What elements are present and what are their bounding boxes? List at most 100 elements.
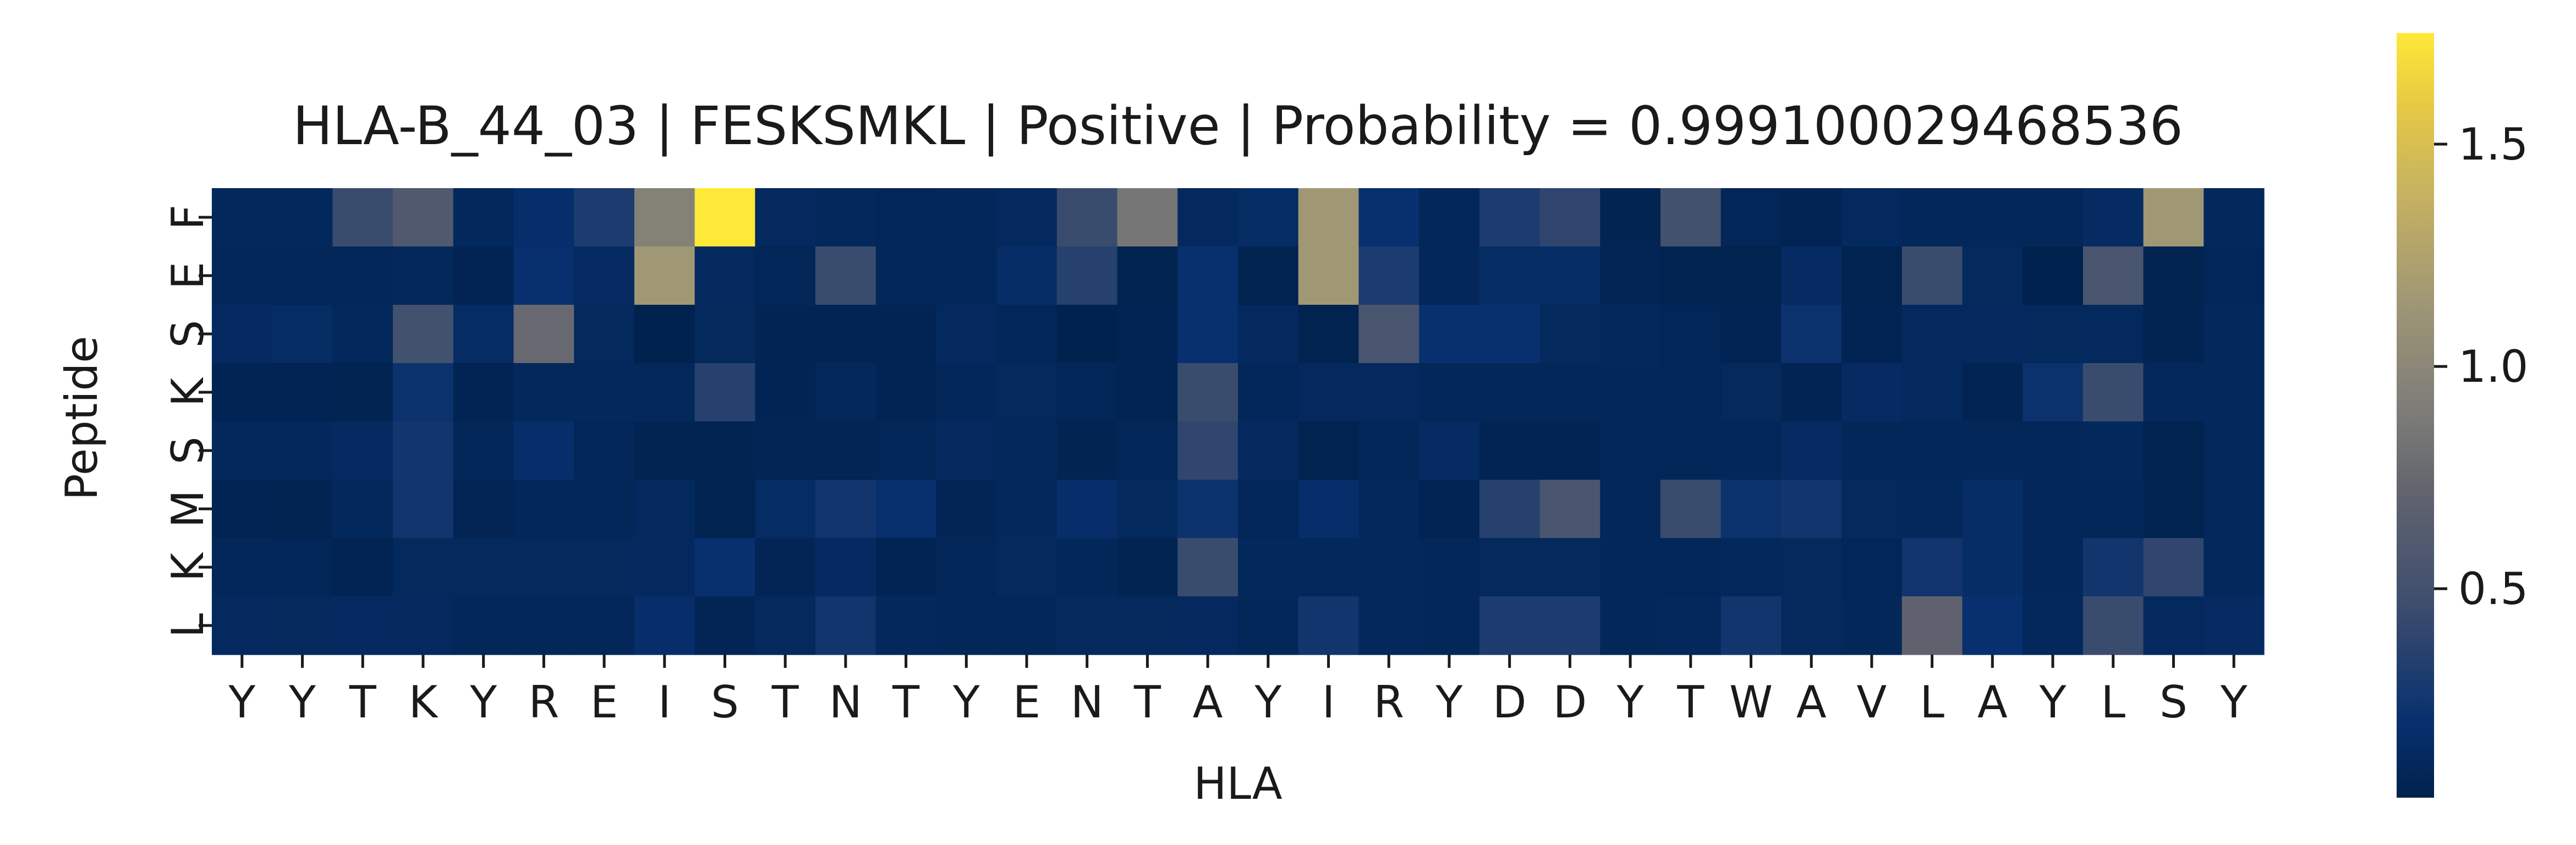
heatmap-cell (634, 363, 695, 422)
heatmap-cell (393, 363, 454, 422)
heatmap-cell (332, 596, 393, 655)
heatmap-cell (272, 188, 333, 247)
x-tick-label: D (1493, 677, 1527, 728)
heatmap-cell (694, 363, 755, 422)
heatmap-cell (936, 596, 997, 655)
heatmap-cell (513, 246, 574, 305)
heatmap-cell (332, 305, 393, 364)
heatmap-cell (1720, 188, 1782, 247)
heatmap-cell (1720, 421, 1782, 480)
y-tick-label: S (162, 320, 213, 348)
heatmap-cell (2204, 480, 2265, 539)
heatmap-cell (1901, 188, 1963, 247)
heatmap-cell (1781, 305, 1842, 364)
heatmap-cell (1117, 538, 1178, 597)
heatmap-cell (2082, 305, 2144, 364)
heatmap-cell (1056, 363, 1118, 422)
heatmap-cell (1539, 188, 1601, 247)
heatmap-cell (1419, 421, 1480, 480)
heatmap-cell (574, 538, 635, 597)
x-tick-label: N (829, 677, 862, 728)
heatmap-cell (2023, 188, 2084, 247)
x-tick-label: T (892, 677, 920, 728)
heatmap-cell (755, 538, 816, 597)
heatmap-cell (2143, 246, 2204, 305)
heatmap-cell (875, 188, 937, 247)
x-tick-label: S (2160, 677, 2188, 728)
heatmap-cell (2204, 305, 2265, 364)
heatmap-cell (694, 538, 755, 597)
y-tick-label: E (162, 262, 213, 290)
heatmap-cell (1600, 363, 1661, 422)
heatmap-cell (453, 421, 514, 480)
heatmap-cell (1298, 305, 1360, 364)
heatmap-cell (1962, 305, 2023, 364)
heatmap-cell (2204, 596, 2265, 655)
heatmap-cell (1298, 596, 1360, 655)
heatmap-cell (1238, 596, 1299, 655)
heatmap-cell (1660, 363, 1722, 422)
heatmap-cell (1781, 480, 1842, 539)
heatmap-cell (1962, 188, 2023, 247)
heatmap-cell (1177, 246, 1238, 305)
heatmap-cell (272, 421, 333, 480)
heatmap-cell (1479, 421, 1541, 480)
heatmap-cell (1841, 480, 1903, 539)
heatmap-cell (513, 538, 574, 597)
heatmap-cell (393, 538, 454, 597)
heatmap-cell (694, 305, 755, 364)
x-tick-label: T (771, 677, 799, 728)
heatmap-cell (1600, 188, 1661, 247)
heatmap-cell (1117, 305, 1178, 364)
x-tick-label: A (1193, 677, 1223, 728)
heatmap-cell (1117, 246, 1178, 305)
heatmap-cell (1479, 480, 1541, 539)
heatmap-cell (875, 538, 937, 597)
x-tick-label: L (2101, 677, 2125, 728)
heatmap-cell (212, 188, 273, 247)
heatmap-cell (1056, 188, 1118, 247)
heatmap-cell (1781, 188, 1842, 247)
x-tick-label: S (711, 677, 739, 728)
heatmap-cell (272, 480, 333, 539)
heatmap-cell (1298, 480, 1360, 539)
heatmap-cell (694, 421, 755, 480)
x-tick-label: E (590, 677, 618, 728)
heatmap-cell (453, 480, 514, 539)
heatmap-cell (634, 188, 695, 247)
heatmap-cell (332, 538, 393, 597)
heatmap-cell (815, 363, 876, 422)
heatmap-cell (815, 596, 876, 655)
heatmap-cell (1901, 305, 1963, 364)
heatmap-cell (634, 480, 695, 539)
x-tick-label: Y (288, 677, 316, 728)
heatmap-cell (936, 538, 997, 597)
heatmap-cell (2082, 421, 2144, 480)
heatmap-cell (755, 246, 816, 305)
x-tick-label: T (349, 677, 377, 728)
heatmap-cell (393, 421, 454, 480)
heatmap-cell (1238, 246, 1299, 305)
heatmap-cell (393, 480, 454, 539)
heatmap-cell (936, 363, 997, 422)
heatmap-cell (453, 188, 514, 247)
heatmap-cell (755, 363, 816, 422)
heatmap-cell (1841, 538, 1903, 597)
heatmap-cell (1841, 188, 1903, 247)
heatmap-cell (212, 480, 273, 539)
heatmap-cell (1419, 363, 1480, 422)
heatmap-cell (393, 246, 454, 305)
heatmap-cell (815, 188, 876, 247)
heatmap-cell (1117, 188, 1178, 247)
x-tick-label: Y (469, 677, 497, 728)
heatmap-cell (1419, 538, 1480, 597)
heatmap-cell (1358, 305, 1419, 364)
x-tick-label: K (409, 677, 439, 728)
y-axis-ticks: FESKSMKL (162, 205, 213, 638)
heatmap-cell (1841, 363, 1903, 422)
chart-title: HLA-B_44_03 | FESKSMKL | Positive | Prob… (293, 95, 2183, 157)
heatmap-cell (1298, 421, 1360, 480)
heatmap-cell (875, 480, 937, 539)
heatmap-cell (1056, 480, 1118, 539)
heatmap-cell (1539, 596, 1601, 655)
